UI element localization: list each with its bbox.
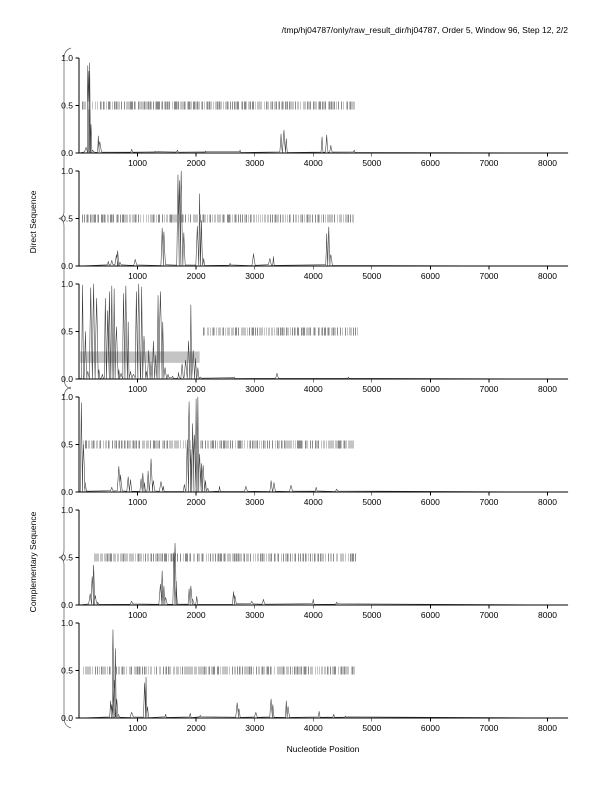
x-tick-label: 6000	[421, 384, 440, 394]
x-tick-label: 2000	[187, 610, 206, 620]
x-tick-label: 3000	[245, 610, 264, 620]
x-tick-label: 7000	[479, 158, 498, 168]
x-tick-label: 6000	[421, 158, 440, 168]
y-tick-label: 0.0	[61, 713, 73, 723]
complexity-trace	[78, 629, 569, 719]
x-tick-label: 3000	[245, 384, 264, 394]
x-tick-label: 1000	[128, 384, 147, 394]
brace-direct-sequence	[58, 47, 72, 390]
x-tick-label: 3000	[245, 271, 264, 281]
y-tick-label: 0.5	[61, 666, 73, 676]
x-tick-label: 6000	[421, 723, 440, 733]
x-tick-label: 5000	[362, 271, 381, 281]
rug-marks	[82, 214, 354, 223]
x-tick-label: 7000	[479, 610, 498, 620]
x-tick-label: 6000	[421, 271, 440, 281]
y-tick-label: 0.5	[61, 440, 73, 450]
x-tick-label: 1000	[128, 723, 147, 733]
x-tick-label: 4000	[304, 610, 323, 620]
x-tick-label: 2000	[187, 497, 206, 507]
x-tick-label: 8000	[538, 384, 557, 394]
x-tick-label: 3000	[245, 723, 264, 733]
x-tick-label: 6000	[421, 610, 440, 620]
plot-panel-6: 0.0 0.5 1.0 1000 2000 3000 4000 5000 6000 7000 800…	[61, 618, 569, 733]
x-tick-label: 6000	[421, 497, 440, 507]
x-axis-label: Nucleotide Position	[287, 744, 360, 754]
plot-panel-4: 0.0 0.5 1.0 1000 2000 3000 4000 5000 6000 7000 800…	[61, 392, 569, 507]
x-tick-label: 8000	[538, 723, 557, 733]
x-tick-label: 4000	[304, 158, 323, 168]
x-tick-label: 8000	[538, 158, 557, 168]
y-tick-label: 0.0	[61, 487, 73, 497]
figure-title: /tmp/hj04787/only/raw_result_dir/hj04787…	[282, 25, 569, 35]
x-tick-label: 5000	[362, 610, 381, 620]
rug-marks	[82, 101, 355, 110]
complexity-trace	[78, 283, 569, 380]
plot-panel-3: 0.0 0.5 1.0 1000 2000 3000 4000 5000 6000 7000 800…	[61, 279, 569, 394]
x-tick-label: 7000	[479, 723, 498, 733]
x-tick-label: 5000	[362, 384, 381, 394]
y-axis-label-direct: Direct Sequence	[28, 190, 38, 253]
y-tick-label: 0.0	[61, 600, 73, 610]
y-tick-label: 0.5	[61, 553, 73, 563]
y-tick-label: 1.0	[61, 392, 73, 402]
x-tick-label: 8000	[538, 497, 557, 507]
x-tick-label: 1000	[128, 158, 147, 168]
y-tick-label: 0.0	[61, 374, 73, 384]
y-tick-label: 1.0	[61, 166, 73, 176]
complexity-trace	[78, 542, 569, 606]
complexity-trace	[78, 396, 569, 493]
x-tick-label: 2000	[187, 723, 206, 733]
rug-marks	[94, 553, 356, 562]
group-braces	[58, 47, 72, 729]
rug-marks	[83, 666, 356, 675]
complexity-trace	[78, 170, 569, 267]
plot-panel-5: 0.0 0.5 1.0 1000 2000 3000 4000 5000 6000 7000 800…	[61, 505, 569, 620]
x-tick-label: 3000	[245, 497, 264, 507]
x-tick-label: 5000	[362, 497, 381, 507]
y-tick-label: 1.0	[61, 53, 73, 63]
x-tick-label: 8000	[538, 610, 557, 620]
rug-marks	[83, 440, 354, 449]
x-tick-label: 4000	[304, 271, 323, 281]
x-tick-label: 4000	[304, 497, 323, 507]
x-tick-label: 5000	[362, 723, 381, 733]
y-tick-label: 1.0	[61, 618, 73, 628]
x-tick-label: 7000	[479, 384, 498, 394]
x-tick-label: 5000	[362, 158, 381, 168]
x-tick-label: 3000	[245, 158, 264, 168]
x-tick-label: 2000	[187, 158, 206, 168]
x-tick-label: 2000	[187, 271, 206, 281]
x-tick-label: 1000	[128, 271, 147, 281]
plot-panel-2: 0.0 0.5 1.0 1000 2000 3000 4000 5000 6000 7000 800…	[61, 166, 569, 281]
y-tick-label: 0.0	[61, 148, 73, 158]
plot-panel-1: 0.0 0.5 1.0 1000 2000 3000 4000 5000 6000 7000 800…	[61, 53, 569, 168]
y-tick-label: 0.5	[61, 327, 73, 337]
y-axis-label-complementary: Complementary Sequence	[28, 511, 38, 612]
complexity-trace	[78, 62, 569, 154]
y-tick-label: 1.0	[61, 505, 73, 515]
y-tick-label: 0.5	[61, 214, 73, 224]
x-tick-label: 4000	[304, 384, 323, 394]
rug-marks	[202, 327, 359, 336]
panel-stack: 0.0 0.5 1.0 1000 2000 3000 4000 5000 6000 7000 800…	[61, 53, 569, 733]
x-tick-label: 8000	[538, 271, 557, 281]
y-tick-label: 0.0	[61, 261, 73, 271]
brace-complementary-sequence	[58, 386, 72, 729]
x-tick-label: 1000	[128, 610, 147, 620]
x-tick-label: 7000	[479, 497, 498, 507]
x-tick-label: 4000	[304, 723, 323, 733]
x-tick-label: 7000	[479, 271, 498, 281]
x-tick-label: 1000	[128, 497, 147, 507]
x-tick-label: 2000	[187, 384, 206, 394]
y-tick-label: 1.0	[61, 279, 73, 289]
y-tick-label: 0.5	[61, 101, 73, 111]
